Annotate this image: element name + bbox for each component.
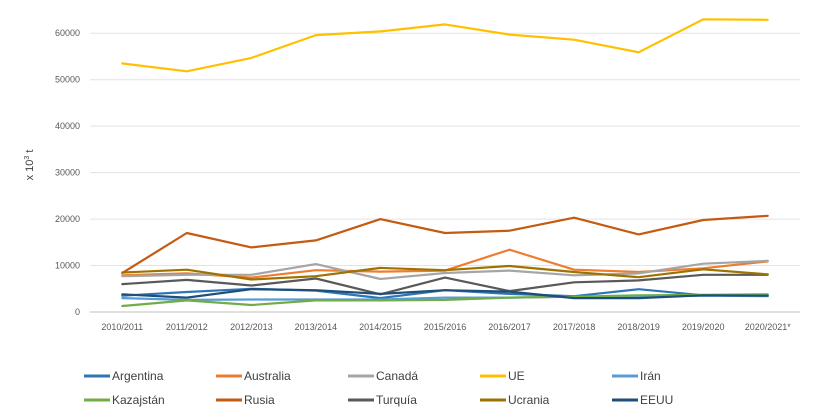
- series-line-ucrania: [121, 264, 769, 281]
- x-tick-label: 2015/2016: [424, 322, 467, 332]
- x-tick-label: 2016/2017: [488, 322, 531, 332]
- legend-label: Irán: [640, 369, 661, 383]
- legend-item: Kazajstán: [84, 393, 165, 407]
- legend-label: Kazajstán: [112, 393, 165, 407]
- legend-item: Turquía: [348, 393, 417, 407]
- x-tick-label: 2013/2014: [295, 322, 338, 332]
- series-line-kazajstán: [121, 293, 769, 308]
- legend: Argentina Australia Canadá UE Irán Kazajstán R…: [84, 369, 673, 407]
- legend-label: Rusia: [244, 393, 275, 407]
- y-tick-label: 60000: [55, 28, 80, 38]
- series-line-turquía: [121, 273, 769, 296]
- legend-label: Australia: [244, 369, 291, 383]
- legend-item: Australia: [216, 369, 291, 383]
- legend-item: Irán: [612, 369, 661, 383]
- legend-label: UE: [508, 369, 525, 383]
- x-tick-label: 2019/2020: [682, 322, 725, 332]
- legend-item: UE: [480, 369, 525, 383]
- x-tick-label: 2010/2011: [101, 322, 143, 332]
- legend-label: Canadá: [376, 369, 418, 383]
- x-axis-ticks: 2010/2011 2011/2012 2012/2013 2013/2014 2014…: [101, 322, 791, 332]
- x-tick-label: 2011/2012: [166, 322, 208, 332]
- legend-item: Rusia: [216, 393, 275, 407]
- series-line-rusia: [121, 214, 769, 275]
- y-axis-ticks: 0 10000 20000 30000 40000 50000 60000: [55, 28, 80, 317]
- series-line-ue: [121, 18, 769, 73]
- gridlines: [90, 32, 800, 313]
- legend-label: Ucrania: [508, 393, 550, 407]
- legend-label: Argentina: [112, 369, 164, 383]
- x-tick-label: 2017/2018: [553, 322, 596, 332]
- y-axis-label: x 103 t: [24, 150, 36, 181]
- y-tick-label: 30000: [55, 168, 80, 178]
- legend-item: EEUU: [612, 393, 673, 407]
- series-line-eeuu: [121, 288, 769, 300]
- x-tick-label: 2018/2019: [617, 322, 660, 332]
- series-lines: [121, 18, 769, 308]
- y-tick-label: 50000: [55, 75, 80, 85]
- x-tick-label: 2014/2015: [359, 322, 402, 332]
- series-line-canadá: [121, 259, 769, 281]
- y-tick-label: 0: [75, 307, 80, 317]
- legend-item: Argentina: [84, 369, 164, 383]
- y-tick-label: 20000: [55, 214, 80, 224]
- legend-item: Ucrania: [480, 393, 550, 407]
- x-tick-label: 2012/2013: [230, 322, 273, 332]
- legend-item: Canadá: [348, 369, 418, 383]
- y-tick-label: 10000: [55, 261, 80, 271]
- legend-label: EEUU: [640, 393, 673, 407]
- legend-label: Turquía: [376, 393, 417, 407]
- y-tick-label: 40000: [55, 121, 80, 131]
- x-tick-label: 2020/2021*: [745, 322, 792, 332]
